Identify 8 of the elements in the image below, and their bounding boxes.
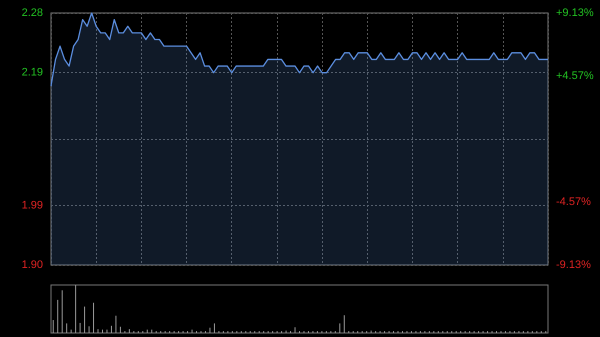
y2-tick-label: +4.57% [556, 70, 594, 82]
y-tick-label: 2.19 [22, 66, 43, 79]
y-tick-label: 2.28 [22, 7, 43, 19]
y2-tick-label: +9.13% [556, 7, 594, 19]
y-tick-label: 1.99 [22, 199, 43, 212]
y-tick-label: 1.90 [22, 259, 43, 271]
y2-tick-label: -4.57% [556, 196, 592, 208]
y2-tick-label: -9.13% [556, 259, 592, 271]
